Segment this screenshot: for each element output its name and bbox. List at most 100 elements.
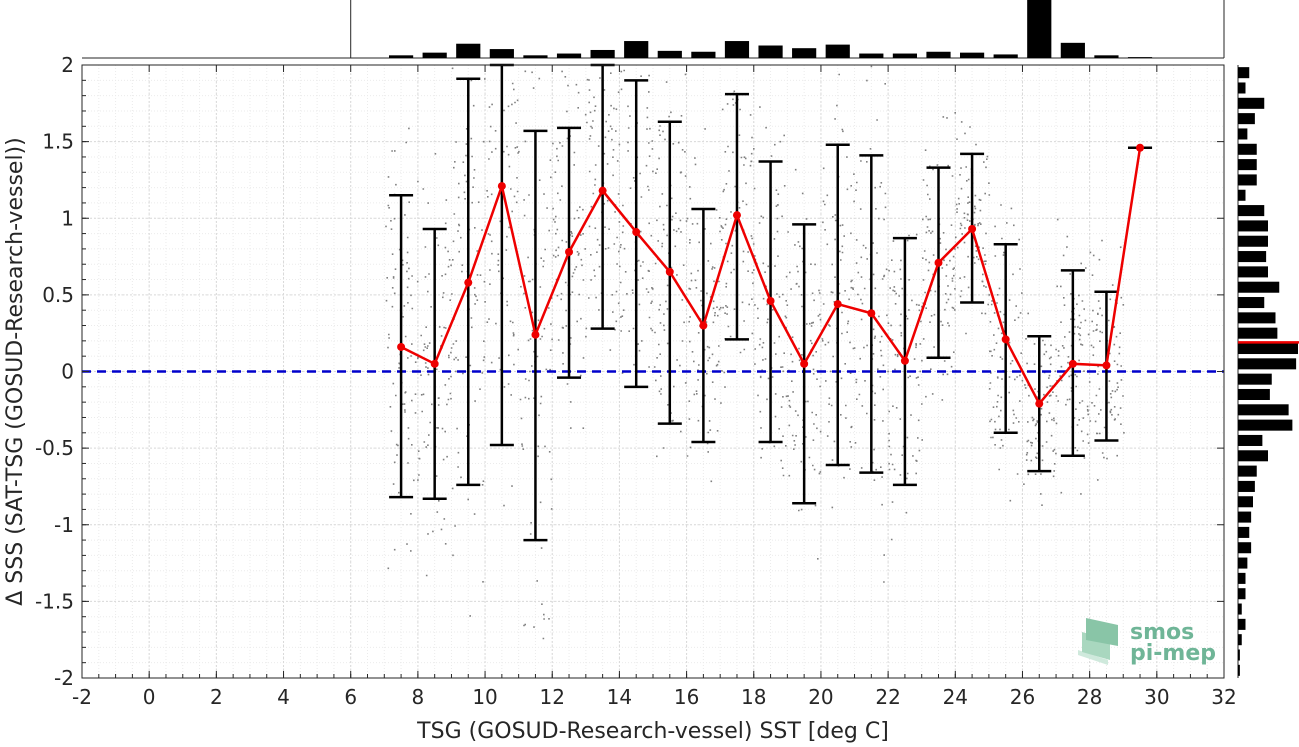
x-tick-label: 18 <box>741 685 766 709</box>
x-axis-label: TSG (GOSUD-Research-vessel) SST [deg C] <box>416 719 889 744</box>
x-tick-label: 0 <box>143 685 156 709</box>
x-tick-label: 28 <box>1077 685 1102 709</box>
right-hist-bar <box>1238 434 1263 446</box>
right-hist-bar <box>1238 588 1246 600</box>
mean-point <box>968 224 977 233</box>
right-histogram <box>1237 65 1299 678</box>
y-tick-label: -2 <box>54 666 74 690</box>
right-hist-bar <box>1238 205 1265 217</box>
right-hist-bar <box>1238 358 1297 370</box>
right-hist-bar <box>1238 143 1257 155</box>
mean-point <box>699 321 708 330</box>
x-tick-label: -2 <box>72 685 92 709</box>
top-hist-bar <box>1060 42 1085 58</box>
x-tick-label: 16 <box>674 685 699 709</box>
mean-point <box>1001 335 1010 344</box>
right-hist-bar <box>1238 297 1265 309</box>
mean-point <box>430 359 439 368</box>
right-hist-bar <box>1238 603 1242 615</box>
top-hist-bar <box>422 52 447 58</box>
right-hist-bar <box>1238 312 1276 324</box>
top-hist-bar <box>825 44 850 58</box>
x-tick-label: 12 <box>540 685 565 709</box>
y-tick-label: 1.5 <box>42 130 74 154</box>
logo-layer-3 <box>1086 618 1118 646</box>
mean-point <box>397 342 406 351</box>
top-hist-bar <box>724 41 750 58</box>
y-axis-label: Δ SSS (SAT-TSG (GOSUD-Research-vessel)) <box>3 137 28 605</box>
top-hist-bar <box>657 50 682 58</box>
right-hist-bar <box>1238 450 1268 462</box>
right-hist-bar <box>1238 496 1253 508</box>
right-hist-bar <box>1238 511 1252 523</box>
right-hist-bar <box>1238 159 1257 171</box>
x-tick-label: 2 <box>210 685 223 709</box>
mean-point <box>833 300 842 309</box>
x-tick-label: 32 <box>1211 685 1236 709</box>
right-hist-bar <box>1238 557 1248 569</box>
x-tick-label: 24 <box>943 685 968 709</box>
top-hist-bar <box>456 43 481 58</box>
top-hist-bar <box>489 49 514 58</box>
main-plot-area: smos pi-mep -2 0 2 4 6 8 10 12 14 16 18 20 22 24 26 28 3… <box>35 53 1237 709</box>
right-hist-bar <box>1238 67 1250 79</box>
x-tick-label: 14 <box>607 685 632 709</box>
x-tick-label: 4 <box>277 685 290 709</box>
right-hist-bar <box>1238 465 1257 477</box>
mean-point <box>900 356 909 365</box>
top-hist-bar <box>892 53 918 58</box>
right-hist-bar <box>1238 634 1242 646</box>
right-hist-bar <box>1238 526 1250 538</box>
top-hist-bar <box>1127 57 1153 58</box>
mean-point <box>800 359 809 368</box>
right-hist-bar <box>1238 404 1289 416</box>
mean-point <box>497 182 506 191</box>
mean-point <box>1136 143 1145 152</box>
mean-point <box>531 330 540 339</box>
top-hist-bar <box>758 45 783 58</box>
x-tick-label: 10 <box>472 685 497 709</box>
right-hist-bar <box>1238 327 1278 339</box>
right-hist-bar <box>1238 618 1246 630</box>
right-hist-bar <box>1238 388 1270 401</box>
x-tick-label: 20 <box>808 685 833 709</box>
right-hist-bar <box>1238 664 1240 676</box>
top-hist-bar <box>792 48 817 58</box>
right-hist-bar <box>1238 542 1252 554</box>
y-tick-label: -1 <box>54 513 74 537</box>
right-hist-bar <box>1238 251 1267 263</box>
right-hist-bar <box>1238 174 1257 186</box>
top-histogram <box>82 0 1225 59</box>
mean-point <box>665 267 674 276</box>
top-hist-bar <box>556 53 582 58</box>
y-tick-label: 2 <box>61 53 74 77</box>
top-hist-bar <box>590 49 615 58</box>
mean-point <box>598 186 607 195</box>
logo-line-2: pi-mep <box>1130 641 1216 666</box>
y-tick-label: 0 <box>61 360 74 384</box>
mean-series-markers <box>397 143 1145 408</box>
right-hist-bar <box>1238 82 1246 94</box>
mean-point <box>867 309 876 318</box>
mean-point <box>934 258 943 267</box>
top-hist-bar <box>1027 0 1052 58</box>
x-axis-ticks: -2 0 2 4 6 8 10 12 14 16 18 20 22 24 26 28 30 32 <box>72 65 1237 709</box>
right-hist-bar <box>1238 220 1268 232</box>
right-hist-bar <box>1238 342 1298 355</box>
mean-point <box>1035 399 1044 408</box>
y-tick-label: 0.5 <box>42 283 74 307</box>
x-tick-label: 26 <box>1010 685 1035 709</box>
x-tick-label: 8 <box>412 685 425 709</box>
right-hist-bar <box>1238 281 1280 293</box>
right-hist-bar <box>1238 572 1246 584</box>
x-tick-label: 30 <box>1144 685 1169 709</box>
y-tick-label: -0.5 <box>35 436 74 460</box>
mean-point <box>1068 359 1077 368</box>
top-hist-bar <box>388 55 414 58</box>
mean-point <box>732 211 741 220</box>
top-hist-bar <box>624 41 649 58</box>
right-hist-bar <box>1238 480 1255 492</box>
right-hist-bar <box>1238 235 1268 247</box>
mean-point <box>464 278 473 287</box>
